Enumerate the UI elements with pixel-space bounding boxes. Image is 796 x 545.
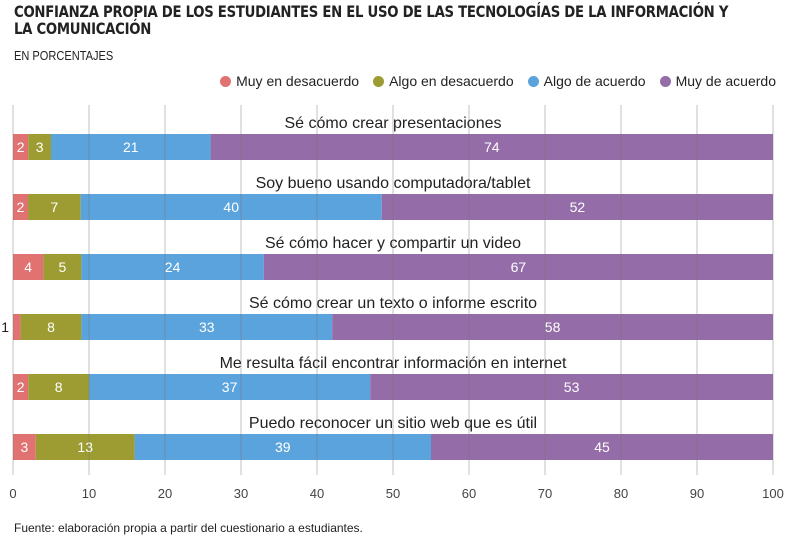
bar-segment (210, 134, 774, 160)
data-label: 24 (165, 259, 181, 275)
bar-segment (89, 374, 371, 400)
legend-swatch (220, 75, 232, 87)
bar-segment (28, 374, 89, 400)
bar-segment (13, 434, 36, 460)
legend-label: Muy en desacuerdo (236, 73, 360, 89)
bar-segment (370, 374, 773, 400)
chart-subtitle: EN PORCENTAJES (14, 48, 114, 63)
bar-segment (263, 254, 773, 280)
x-tick-label: 100 (762, 486, 784, 501)
data-label: 3 (36, 139, 44, 155)
x-tick-label: 80 (614, 486, 628, 501)
data-label: 2 (17, 199, 25, 215)
legend-item: Algo en desacuerdo (373, 73, 514, 89)
x-tick-label: 30 (234, 486, 248, 501)
legend-label: Algo en desacuerdo (389, 73, 514, 89)
x-tick-label: 90 (690, 486, 704, 501)
bar-segment (81, 314, 333, 340)
data-label: 58 (545, 319, 561, 335)
bar-segment (80, 194, 382, 220)
data-label: 45 (594, 439, 610, 455)
category-label: Soy bueno usando computadora/tablet (256, 175, 531, 192)
data-label: 4 (24, 259, 32, 275)
x-tick-label: 40 (310, 486, 324, 501)
bar-segment (381, 194, 773, 220)
bar-segment (13, 314, 21, 340)
legend-item: Muy en desacuerdo (220, 73, 359, 89)
bar-segment (13, 194, 29, 220)
x-tick-label: 70 (538, 486, 552, 501)
bar-segment (43, 254, 82, 280)
data-label: 74 (484, 139, 500, 155)
bar-segment (35, 434, 135, 460)
data-label: 40 (223, 199, 239, 215)
x-tick-label: 50 (386, 486, 400, 501)
legend-item: Algo de acuerdo (527, 73, 646, 89)
x-tick-label: 10 (82, 486, 96, 501)
bar-segment (51, 134, 211, 160)
data-label: 13 (77, 439, 93, 455)
data-label: 33 (199, 319, 215, 335)
bar-segment (13, 134, 29, 160)
legend-label: Algo de acuerdo (543, 73, 646, 89)
data-label: 5 (59, 259, 67, 275)
bar-segment (81, 254, 264, 280)
bar-segment (13, 254, 44, 280)
x-tick-label: 0 (9, 486, 16, 501)
category-label: Me resulta fácil encontrar información e… (220, 355, 567, 372)
data-label: 52 (570, 199, 586, 215)
legend-label: Muy de acuerdo (675, 73, 776, 89)
chart-title: CONFIANZA PROPIA DE LOS ESTUDIANTES EN E… (14, 2, 729, 38)
legend-swatch (373, 75, 385, 87)
legend-item: Muy de acuerdo (659, 73, 776, 89)
category-label: Sé cómo crear presentaciones (285, 115, 502, 132)
data-label: 53 (564, 379, 580, 395)
bar-segment (332, 314, 773, 340)
legend: Muy en desacuerdo Algo en desacuerdo Algo … (220, 73, 776, 89)
bar-segment (134, 434, 431, 460)
x-tick-label: 60 (462, 486, 476, 501)
category-label: Sé cómo hacer y compartir un video (265, 235, 521, 252)
data-label: 8 (55, 379, 63, 395)
bar-segment (20, 314, 82, 340)
x-tick-label: 20 (158, 486, 172, 501)
legend-swatch (659, 75, 671, 87)
category-label: Puedo reconocer un sitio web que es útil (249, 415, 537, 432)
data-label: 1 (1, 319, 9, 335)
data-label: 8 (47, 319, 55, 335)
data-label: 2 (17, 379, 25, 395)
data-label: 2 (17, 139, 25, 155)
data-label: 3 (21, 439, 29, 455)
bar-segment (28, 134, 51, 160)
source-note: Fuente: elaboración propia a partir del … (14, 521, 363, 535)
bar-segment (13, 374, 29, 400)
data-label: 39 (275, 439, 291, 455)
data-label: 21 (123, 139, 139, 155)
bar-segment (28, 194, 81, 220)
data-label: 67 (511, 259, 527, 275)
legend-swatch (527, 75, 539, 87)
data-label: 7 (50, 199, 58, 215)
data-label: 37 (222, 379, 238, 395)
bar-segment (431, 434, 773, 460)
category-label: Sé cómo crear un texto o informe escrito (249, 295, 537, 312)
